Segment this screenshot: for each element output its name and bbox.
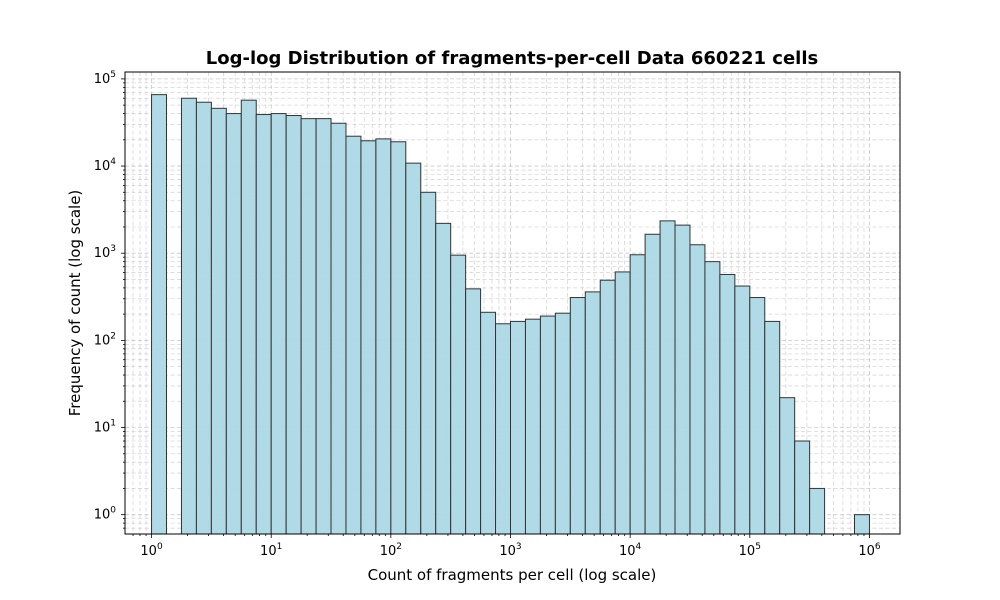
histogram-bar [450,254,467,535]
histogram-bar [465,288,482,535]
chart-title: Log-log Distribution of fragments-per-ce… [206,48,818,69]
histogram-bar [539,315,556,535]
histogram-bar [255,114,272,535]
histogram-bar [854,514,870,535]
x-tick-label: 101 [260,542,282,559]
histogram-bar [704,261,721,535]
x-tick-label: 105 [739,542,761,559]
histogram-bar [390,141,407,535]
x-tick-label: 104 [619,542,642,559]
histogram-bar [180,97,197,535]
histogram-bar [674,224,691,535]
histogram-bar [629,254,646,535]
histogram-bar [151,94,167,535]
histogram-bar [644,233,661,535]
histogram-bar [210,107,227,535]
histogram-bar [285,115,302,535]
histogram-bar [330,122,347,535]
plot-frame [124,71,901,535]
histogram-bar [614,271,631,535]
x-tick-label: 103 [499,542,521,559]
histogram-bar [420,191,437,535]
bars [151,94,870,535]
histogram-bar [764,320,781,535]
histogram-bar [524,318,541,535]
y-axis-label: Frequency of count (log scale) [66,190,84,417]
histogram-bar [779,397,796,535]
histogram-bar [554,312,571,535]
histogram-bar [315,118,332,535]
histogram-bar [375,138,392,535]
x-axis-ticks: 100 101 102 103 104 105 106 [132,534,881,559]
histogram-bar [659,220,676,535]
histogram-bar [794,440,811,535]
y-tick-label: 104 [94,157,117,174]
y-tick-label: 101 [94,419,116,436]
histogram-bar [599,279,616,535]
histogram-bar [345,135,362,535]
y-tick-label: 102 [94,331,116,348]
histogram-bar [689,244,706,535]
histogram-bar [719,273,736,535]
histogram-bar [225,113,242,535]
histogram-bar [734,285,751,535]
histogram-bar [435,222,452,535]
histogram-bar [360,140,377,535]
x-axis-label: Count of fragments per cell (log scale) [368,566,657,584]
histogram-bar [809,487,826,535]
histogram-bar [569,297,586,535]
histogram-bar [240,99,257,535]
histogram-bar [584,291,601,535]
y-axis-ticks: 100 101 102 103 104 105 [94,70,125,529]
x-tick-label: 100 [140,542,163,559]
histogram-bar [270,113,287,535]
histogram-bar [495,323,512,535]
x-tick-label: 106 [858,542,881,559]
histogram-bar [195,101,212,535]
y-tick-label: 105 [94,70,116,87]
histogram-bar [300,118,317,535]
histogram-bar [510,320,526,535]
histogram-bar [405,162,422,535]
y-tick-label: 103 [94,244,116,261]
x-tick-label: 102 [380,542,402,559]
y-tick-label: 100 [94,506,117,523]
histogram-bar [749,297,766,535]
histogram-bar [480,311,497,535]
